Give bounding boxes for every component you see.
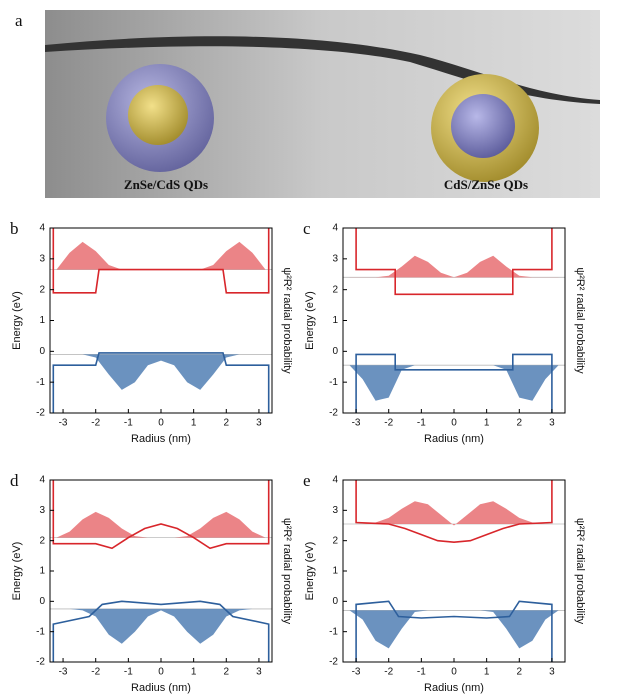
probability-area: [56, 608, 266, 644]
x-tick-label: 1: [484, 418, 490, 429]
x-tick-label: 3: [549, 418, 555, 429]
x-tick-label: -2: [384, 418, 393, 429]
plot-frame: [49, 479, 273, 663]
potential-line: [52, 480, 270, 550]
potential-line: [52, 352, 270, 413]
x-tick-label: 1: [191, 667, 197, 678]
y2-axis-label: ψ²R² radial probability: [281, 518, 293, 625]
x-axis-label: Radius (nm): [131, 682, 191, 694]
y-tick-label: 1: [332, 315, 338, 326]
y-tick-label: -1: [36, 377, 45, 388]
x-tick-label: 2: [517, 418, 523, 429]
potential-line: [355, 228, 553, 296]
potential-line: [355, 480, 553, 544]
y2-axis-label: ψ²R² radial probability: [574, 518, 586, 625]
y-tick-label: 1: [39, 315, 45, 326]
y-axis-label: Energy (eV): [11, 542, 23, 601]
probability-area: [349, 365, 559, 401]
y-tick-label: 0: [39, 596, 45, 607]
y-tick-label: 0: [332, 346, 338, 357]
x-tick-label: 0: [451, 418, 457, 429]
panel-label: c: [303, 219, 311, 238]
y-tick-label: 3: [39, 253, 45, 264]
x-tick-label: 1: [191, 418, 197, 429]
y-tick-label: 3: [39, 505, 45, 516]
y-axis-label: Energy (eV): [11, 291, 23, 350]
x-tick-label: 2: [517, 667, 523, 678]
y-tick-label: 3: [332, 505, 338, 516]
y-tick-label: 0: [39, 346, 45, 357]
x-tick-label: -3: [59, 667, 68, 678]
y-tick-label: 2: [332, 535, 338, 546]
y-tick-label: -2: [36, 408, 45, 419]
x-tick-label: -1: [417, 667, 426, 678]
x-tick-label: 1: [484, 667, 490, 678]
y-tick-label: 1: [39, 566, 45, 577]
probability-area: [56, 354, 266, 390]
y-tick-label: 0: [332, 596, 338, 607]
y-tick-label: 2: [39, 284, 45, 295]
y-tick-label: -1: [329, 377, 338, 388]
y-tick-label: -2: [329, 408, 338, 419]
y-axis-label: Energy (eV): [304, 542, 316, 601]
x-tick-label: 0: [451, 667, 457, 678]
y-tick-label: 2: [39, 535, 45, 546]
potential-line: [355, 353, 553, 413]
y2-axis-label: ψ²R² radial probability: [574, 267, 586, 374]
y-tick-label: 3: [332, 253, 338, 264]
panel-label: d: [10, 471, 19, 490]
probability-area: [56, 511, 266, 538]
x-tick-label: -2: [384, 667, 393, 678]
y-tick-label: -2: [36, 657, 45, 668]
y-tick-label: -1: [329, 626, 338, 637]
x-tick-label: -1: [124, 667, 133, 678]
potential-line: [52, 600, 270, 662]
probability-area: [349, 501, 559, 526]
potential-line: [52, 228, 270, 294]
x-tick-label: 3: [256, 418, 262, 429]
probability-area: [349, 255, 559, 278]
potential-line: [355, 600, 553, 662]
panel-label: a: [15, 11, 23, 30]
caption: ZnSe/CdS QDs: [124, 177, 208, 192]
y-tick-label: 4: [39, 223, 45, 234]
y-tick-label: 2: [332, 284, 338, 295]
y-tick-label: -1: [36, 626, 45, 637]
x-tick-label: -2: [91, 667, 100, 678]
x-tick-label: 2: [224, 667, 230, 678]
core-sphere: [128, 85, 188, 145]
x-tick-label: 0: [158, 418, 164, 429]
x-tick-label: 3: [549, 667, 555, 678]
nanowire: [45, 36, 600, 104]
x-tick-label: 2: [224, 418, 230, 429]
panel-label: e: [303, 471, 311, 490]
y-tick-label: 1: [332, 566, 338, 577]
x-tick-label: -3: [352, 667, 361, 678]
panel-label: b: [10, 219, 19, 238]
core-sphere: [451, 94, 515, 158]
y-axis-label: Energy (eV): [304, 291, 316, 350]
x-tick-label: 3: [256, 667, 262, 678]
probability-area: [56, 241, 266, 270]
y-tick-label: 4: [332, 475, 338, 486]
x-tick-label: -3: [59, 418, 68, 429]
y-tick-label: 4: [332, 223, 338, 234]
x-axis-label: Radius (nm): [424, 682, 484, 694]
caption: CdS/ZnSe QDs: [444, 177, 528, 192]
x-tick-label: -1: [124, 418, 133, 429]
y2-axis-label: ψ²R² radial probability: [281, 267, 293, 374]
probability-area: [349, 610, 559, 649]
x-tick-label: 0: [158, 667, 164, 678]
y-tick-label: -2: [329, 657, 338, 668]
x-axis-label: Radius (nm): [131, 433, 191, 445]
y-tick-label: 4: [39, 475, 45, 486]
x-tick-label: -1: [417, 418, 426, 429]
x-tick-label: -2: [91, 418, 100, 429]
x-axis-label: Radius (nm): [424, 433, 484, 445]
x-tick-label: -3: [352, 418, 361, 429]
